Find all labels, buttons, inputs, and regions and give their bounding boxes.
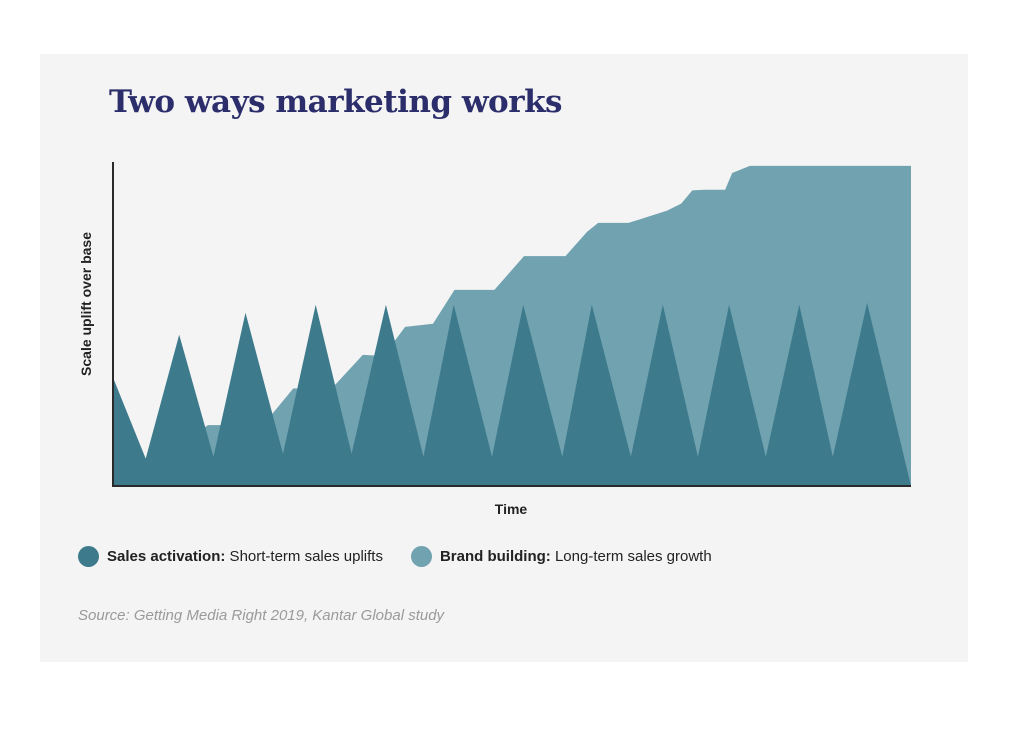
y-axis-label: Scale uplift over base xyxy=(78,232,94,376)
legend-item-brand-building: Brand building: Long-term sales growth xyxy=(410,546,712,567)
legend-swatch-sales-activation xyxy=(78,546,99,567)
legend-description: Long-term sales growth xyxy=(550,548,712,565)
legend-description: Short-term sales uplifts xyxy=(225,548,383,565)
legend-label: Sales activation: xyxy=(107,548,226,565)
chart-card: Two ways marketing works Scale uplift ov… xyxy=(40,54,968,662)
chart-plot: Scale uplift over base Time xyxy=(78,162,911,517)
source-note: Source: Getting Media Right 2019, Kantar… xyxy=(78,607,445,624)
chart-legend: Sales activation: Short-term sales uplif… xyxy=(78,546,740,567)
x-axis-label: Time xyxy=(495,501,528,517)
series-areas xyxy=(113,165,911,486)
legend-label: Brand building: xyxy=(439,548,551,565)
chart-title: Two ways marketing works xyxy=(109,84,563,120)
legend-item-sales-activation: Sales activation: Short-term sales uplif… xyxy=(78,546,383,567)
series-area-sales-activation xyxy=(113,302,911,486)
legend-swatch-brand-building xyxy=(410,546,432,567)
